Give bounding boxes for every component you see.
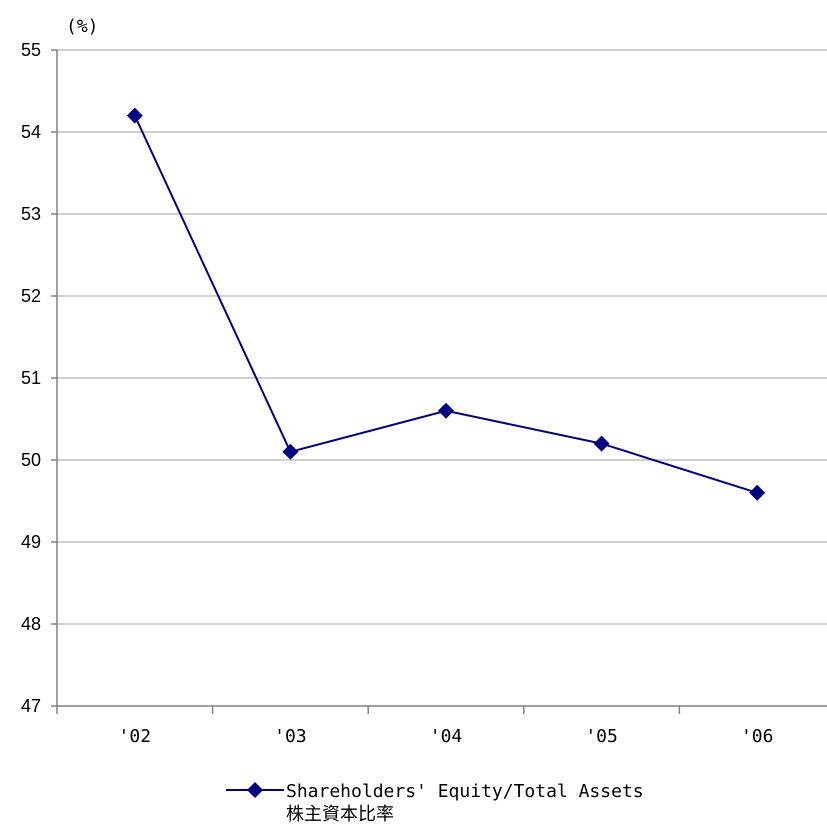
x-axis-ticks: '02 '03 '04 '05 '06 [56,706,774,747]
data-point-marker [749,484,766,501]
legend: Shareholders' Equity/Total Assets 株主資本比率 [226,781,644,825]
y-unit-label: (%) [66,16,99,37]
data-point-marker [438,402,454,419]
x-tick-label: '02 [119,726,152,747]
y-axis-ticks: 47 48 49 50 51 52 53 54 55 [21,40,57,716]
y-tick-label: 50 [21,450,41,470]
gridlines [57,49,827,625]
x-tick-label: '05 [585,726,618,747]
y-tick-label: 51 [21,368,41,388]
y-tick-label: 54 [21,122,41,142]
legend-label-ja: 株主資本比率 [286,804,394,825]
legend-label: Shareholders' Equity/Total Assets [286,781,644,802]
data-point-marker [282,443,299,460]
y-tick-label: 53 [21,204,41,224]
x-tick-label: '06 [741,726,774,747]
y-tick-label: 49 [21,532,41,552]
series-line [133,115,758,494]
series-group [126,107,766,501]
legend-diamond-marker [247,782,263,798]
data-point-marker [593,435,610,452]
x-tick-label: '03 [274,726,307,747]
y-tick-label: 55 [21,40,41,60]
y-tick-label: 48 [21,614,41,634]
x-tick-label: '04 [430,726,463,747]
data-point-marker [126,107,143,124]
y-tick-label: 47 [21,696,41,716]
y-tick-label: 52 [21,286,41,306]
